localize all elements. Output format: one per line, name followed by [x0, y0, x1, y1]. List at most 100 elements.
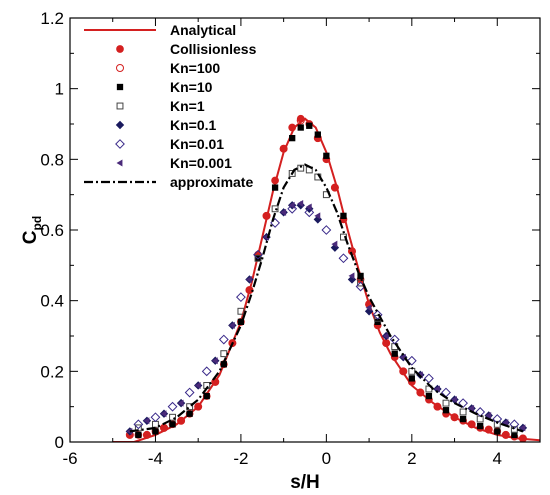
data-point [296, 114, 305, 123]
data-point [330, 183, 339, 192]
legend-swatch [116, 64, 124, 72]
data-point [374, 318, 381, 326]
data-point [201, 366, 212, 377]
data-point [236, 292, 246, 303]
data-point [484, 425, 493, 434]
x-tick-label: -2 [233, 449, 248, 468]
data-point [450, 413, 459, 422]
data-point [442, 407, 450, 414]
data-point [262, 212, 271, 220]
data-point [459, 408, 467, 416]
data-point [296, 116, 305, 125]
data-point [167, 401, 178, 412]
plot-frame [69, 17, 541, 443]
data-point [135, 431, 142, 439]
y-tick-label: 0.6 [40, 221, 64, 240]
data-point [382, 339, 391, 347]
data-point [297, 164, 305, 172]
data-point [425, 392, 433, 400]
data-point [519, 434, 527, 442]
x-tick-label: 4 [493, 449, 502, 468]
legend-label: Analytical [170, 22, 236, 38]
legend-item: Kn=0.01 [115, 136, 224, 152]
data-point [245, 275, 252, 283]
data-point [485, 412, 492, 419]
data-point [365, 304, 372, 312]
data-point [194, 402, 203, 411]
data-point [331, 240, 338, 248]
y-tick-label: 0.4 [40, 292, 64, 311]
data-point [280, 208, 287, 216]
legend-label: Kn=10 [170, 79, 213, 95]
data-point [152, 420, 159, 428]
data-point [228, 339, 237, 348]
data-point [416, 388, 425, 397]
legend-swatch [116, 102, 124, 110]
data-point [519, 424, 526, 432]
y-tick-label: 0.8 [40, 150, 64, 169]
x-tick-label: -4 [148, 449, 163, 468]
data-point [433, 402, 442, 411]
data-point [288, 170, 296, 177]
data-point [253, 249, 263, 260]
data-point [450, 413, 459, 422]
data-point [476, 415, 484, 423]
data-point [288, 201, 295, 209]
data-point [160, 424, 168, 432]
data-point [262, 211, 271, 220]
legend-label: approximate [170, 174, 253, 190]
data-point [218, 334, 229, 345]
data-point [501, 431, 510, 439]
data-point [177, 399, 184, 407]
data-point [305, 203, 312, 211]
y-tick-label: 1 [55, 80, 64, 99]
series-layer [112, 114, 540, 442]
data-point [245, 286, 254, 294]
data-point [433, 385, 440, 393]
data-point [184, 387, 195, 398]
legend-swatch [115, 120, 125, 130]
data-point [211, 357, 218, 365]
legend-item: approximate [84, 174, 253, 190]
data-point [142, 430, 151, 439]
legend-item: Kn=0.001 [116, 155, 232, 171]
data-point [399, 353, 406, 361]
legend-swatch [116, 83, 124, 91]
x-axis-title: s/H [290, 472, 320, 493]
legend-label: Kn=0.1 [170, 117, 217, 133]
data-point [458, 398, 468, 409]
data-point [331, 183, 339, 192]
legend-label: Kn=0.01 [170, 136, 224, 152]
data-point [389, 334, 400, 345]
data-point [323, 152, 330, 159]
data-point [501, 430, 510, 439]
data-point [475, 407, 486, 417]
y-tick-label: 0.2 [40, 362, 64, 381]
data-point [306, 122, 313, 129]
legend-label: Collisionless [170, 41, 257, 57]
data-point [442, 399, 450, 407]
data-point [143, 431, 151, 439]
legend-item: Kn=10 [116, 79, 213, 95]
legend-label: Kn=0.001 [170, 155, 232, 171]
legend-swatch [115, 139, 125, 149]
data-point [186, 403, 194, 411]
y-axis-title-main: C [20, 230, 41, 244]
data-point [468, 404, 475, 412]
data-point [287, 203, 298, 214]
data-point [271, 184, 279, 191]
series-line [129, 163, 524, 433]
data-point [186, 410, 193, 417]
x-tick-label: 0 [322, 449, 331, 468]
series-8 [129, 163, 524, 433]
data-point [408, 375, 415, 382]
data-point [237, 318, 245, 326]
legend-item: Analytical [84, 22, 236, 38]
data-point [297, 200, 304, 207]
y-axis-title: Cpd [20, 216, 44, 244]
data-point [169, 413, 176, 421]
data-point [177, 416, 185, 425]
data-point [382, 332, 389, 340]
data-point [169, 421, 176, 428]
data-point [509, 419, 520, 430]
